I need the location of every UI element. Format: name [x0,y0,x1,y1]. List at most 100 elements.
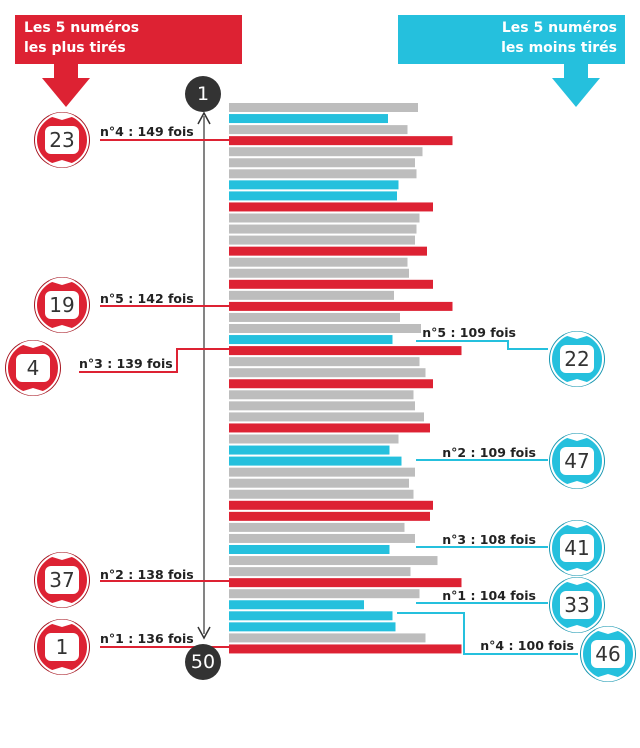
least-ball-22-label-box [560,345,594,373]
rank-axis-up-arrow-icon [197,111,211,125]
bar-rank-26 [229,379,433,389]
bar-rank-5 [229,147,423,157]
most-label-4: n°3 : 139 fois [79,356,173,371]
bar-rank-47 [229,611,393,621]
least-ball-46-stripe-bottom [595,674,621,682]
bar-rank-13 [229,235,415,245]
bar-rank-7 [229,169,417,179]
least-label-46: n°4 : 100 fois [480,638,574,653]
bar-rank-41 [229,545,390,554]
most-label-1: n°1 : 136 fois [100,631,194,646]
bar-rank-4 [229,136,453,146]
bar-rank-27 [229,390,414,400]
rank-bottom-badge: 50 [185,644,221,680]
most-ball-1-number: 1 [56,635,69,659]
least-ball-47-stripe-bottom [564,481,590,489]
least-ball-33-stripe-top [564,577,590,585]
least-ball-22-stripe-bottom [564,379,590,387]
least-ball-41-label-box [560,534,594,562]
bar-rank-49 [229,633,426,643]
most-ball-19-stripe-bottom [49,325,75,333]
most-label-37: n°2 : 138 fois [100,567,194,582]
bar-rank-30 [229,423,430,433]
bar-rank-12 [229,224,417,234]
least-drawn-header: Les 5 numéros les moins tirés [398,15,625,64]
bar-rank-14 [229,246,427,256]
least-ball-46-number: 46 [595,642,620,666]
most-ball-37-number: 37 [49,568,74,592]
least-ball-47-label-box [560,447,594,475]
most-ball-37-stripe-top [49,552,75,560]
bar-rank-22 [229,335,393,345]
most-drawn-arrow-icon [42,78,90,107]
most-ball-1-stripe-bottom [49,667,75,675]
most-label-23: n°4 : 149 fois [100,124,194,139]
bar-rank-19 [229,301,453,311]
least-drawn-header-line2: les moins tirés [501,40,617,56]
bar-rank-29 [229,412,424,422]
most-drawn-header-line1: Les 5 numéros [24,20,140,36]
most-ball-37-label-box [45,566,79,594]
bar-rank-48 [229,622,396,632]
least-connector-46 [397,612,578,655]
least-ball-33-label-box [560,591,594,619]
most-ball-19-stripe-top [49,277,75,285]
bar-rank-21 [229,324,421,333]
bar-rank-6 [229,158,415,168]
bar-rank-37 [229,500,433,510]
most-ball-37-stripe-bottom [49,600,75,608]
bar-rank-28 [229,401,415,411]
bar-rank-43 [229,567,411,577]
most-ball-19-label-box [45,291,79,319]
least-ball-47-number: 47 [564,449,589,473]
least-ball-22-stripe-top [564,331,590,339]
least-label-47: n°2 : 109 fois [442,445,536,460]
least-ball-41-number: 41 [564,536,589,560]
bar-rank-24 [229,357,420,367]
least-drawn-arrow-stem [564,64,588,80]
most-label-19: n°5 : 142 fois [100,291,194,306]
bar-rank-11 [229,213,420,223]
least-label-22: n°5 : 109 fois [422,325,516,340]
most-ball-23-stripe-bottom [49,160,75,168]
least-ball-33-stripe-bottom [564,625,590,633]
bar-rank-2 [229,114,388,124]
least-ball-41-stripe-bottom [564,568,590,576]
most-ball-1-stripe-top [49,619,75,627]
rank-top-badge: 1 [185,76,221,112]
bar-rank-20 [229,312,400,322]
bar-rank-35 [229,478,409,488]
bar-rank-39 [229,522,405,532]
bar-rank-32 [229,445,390,455]
bar-rank-18 [229,290,394,300]
bar-rank-40 [229,533,415,543]
bar-rank-23 [229,346,462,356]
bar-rank-33 [229,456,402,466]
bar-rank-8 [229,180,399,190]
least-ball-46-stripe-top [595,626,621,634]
most-ball-4-stripe-bottom [20,388,46,396]
bar-rank-46 [229,600,364,610]
bar-rank-9 [229,191,397,201]
least-drawn-header-line1: Les 5 numéros [501,20,617,36]
most-ball-23-label-box [45,126,79,154]
bar-rank-36 [229,489,414,499]
least-drawn-arrow-icon [552,78,600,107]
most-drawn-arrow-stem [54,64,78,80]
least-ball-33-number: 33 [564,593,589,617]
least-label-33: n°1 : 104 fois [442,588,536,603]
most-ball-19-number: 19 [49,293,74,317]
bar-rank-3 [229,125,408,135]
least-ball-41-stripe-top [564,520,590,528]
bar-rank-16 [229,268,409,278]
bar-rank-15 [229,257,408,267]
most-drawn-header: Les 5 numéros les plus tirés [15,15,242,64]
bar-rank-34 [229,467,415,477]
bar-rank-44 [229,578,462,588]
least-label-41: n°3 : 108 fois [442,532,536,547]
bar-rank-42 [229,556,438,566]
most-ball-4-label-box [16,354,50,382]
bar-rank-45 [229,589,420,599]
